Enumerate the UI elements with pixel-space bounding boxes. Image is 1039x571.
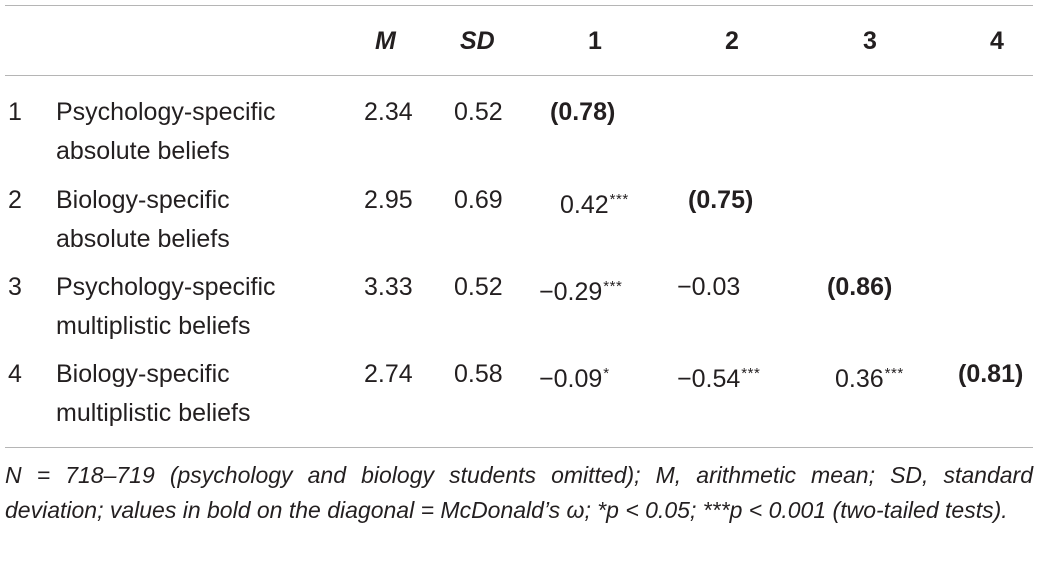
significance-marker: *** bbox=[603, 278, 623, 295]
correlation-value: −0.29 bbox=[539, 278, 603, 306]
header-col-1: 1 bbox=[588, 27, 602, 55]
significance-marker: * bbox=[603, 365, 610, 382]
row-number: 4 bbox=[8, 360, 22, 388]
bottom-rule bbox=[5, 447, 1033, 448]
header-col-4: 4 bbox=[990, 27, 1004, 55]
row-number: 3 bbox=[8, 273, 22, 301]
row-sd: 0.69 bbox=[454, 186, 503, 214]
significance-marker: *** bbox=[884, 365, 904, 382]
row-sd: 0.58 bbox=[454, 360, 503, 388]
correlation-value: −0.09 bbox=[539, 365, 603, 393]
row-label-line1: Psychology-specific bbox=[56, 98, 276, 126]
table-note: N = 718–719 (psychology and biology stud… bbox=[5, 462, 1033, 523]
row-label-line1: Biology-specific bbox=[56, 186, 230, 214]
header-rule bbox=[5, 75, 1033, 76]
correlation-cell: −0.29*** bbox=[539, 268, 622, 311]
row-sd: 0.52 bbox=[454, 273, 503, 301]
row-mean: 2.34 bbox=[364, 98, 413, 126]
row-label-line2: absolute beliefs bbox=[56, 225, 230, 253]
row-mean: 2.74 bbox=[364, 360, 413, 388]
diagonal-omega-cell: (0.86) bbox=[827, 273, 893, 301]
row-mean: 3.33 bbox=[364, 273, 413, 301]
header-mean: M bbox=[375, 27, 396, 55]
row-number: 1 bbox=[8, 98, 22, 126]
correlation-value: 0.36 bbox=[835, 365, 884, 393]
diagonal-omega-cell: (0.78) bbox=[550, 98, 616, 126]
row-label-line1: Biology-specific bbox=[56, 360, 230, 388]
header-sd: SD bbox=[460, 27, 495, 55]
row-mean: 2.95 bbox=[364, 186, 413, 214]
row-label-line2: multiplistic beliefs bbox=[56, 399, 251, 427]
row-label-line2: multiplistic beliefs bbox=[56, 312, 251, 340]
correlation-cell: 0.36*** bbox=[835, 355, 904, 398]
correlation-cell: 0.42*** bbox=[560, 181, 629, 224]
significance-marker: *** bbox=[609, 191, 629, 208]
diagonal-omega-cell: (0.75) bbox=[688, 186, 754, 214]
row-sd: 0.52 bbox=[454, 98, 503, 126]
row-number: 2 bbox=[8, 186, 22, 214]
correlation-cell: −0.09* bbox=[539, 355, 610, 398]
header-col-2: 2 bbox=[725, 27, 739, 55]
row-label-line1: Psychology-specific bbox=[56, 273, 276, 301]
correlation-value: −0.03 bbox=[677, 273, 741, 301]
diagonal-omega-cell: (0.81) bbox=[958, 360, 1024, 388]
top-rule bbox=[5, 5, 1033, 6]
row-label-line2: absolute beliefs bbox=[56, 137, 230, 165]
header-col-3: 3 bbox=[863, 27, 877, 55]
correlation-value: −0.54 bbox=[677, 365, 741, 393]
correlation-cell: −0.54*** bbox=[677, 355, 760, 398]
significance-marker: *** bbox=[741, 365, 761, 382]
correlation-value: 0.42 bbox=[560, 191, 609, 219]
correlation-cell: −0.03 bbox=[677, 268, 740, 306]
